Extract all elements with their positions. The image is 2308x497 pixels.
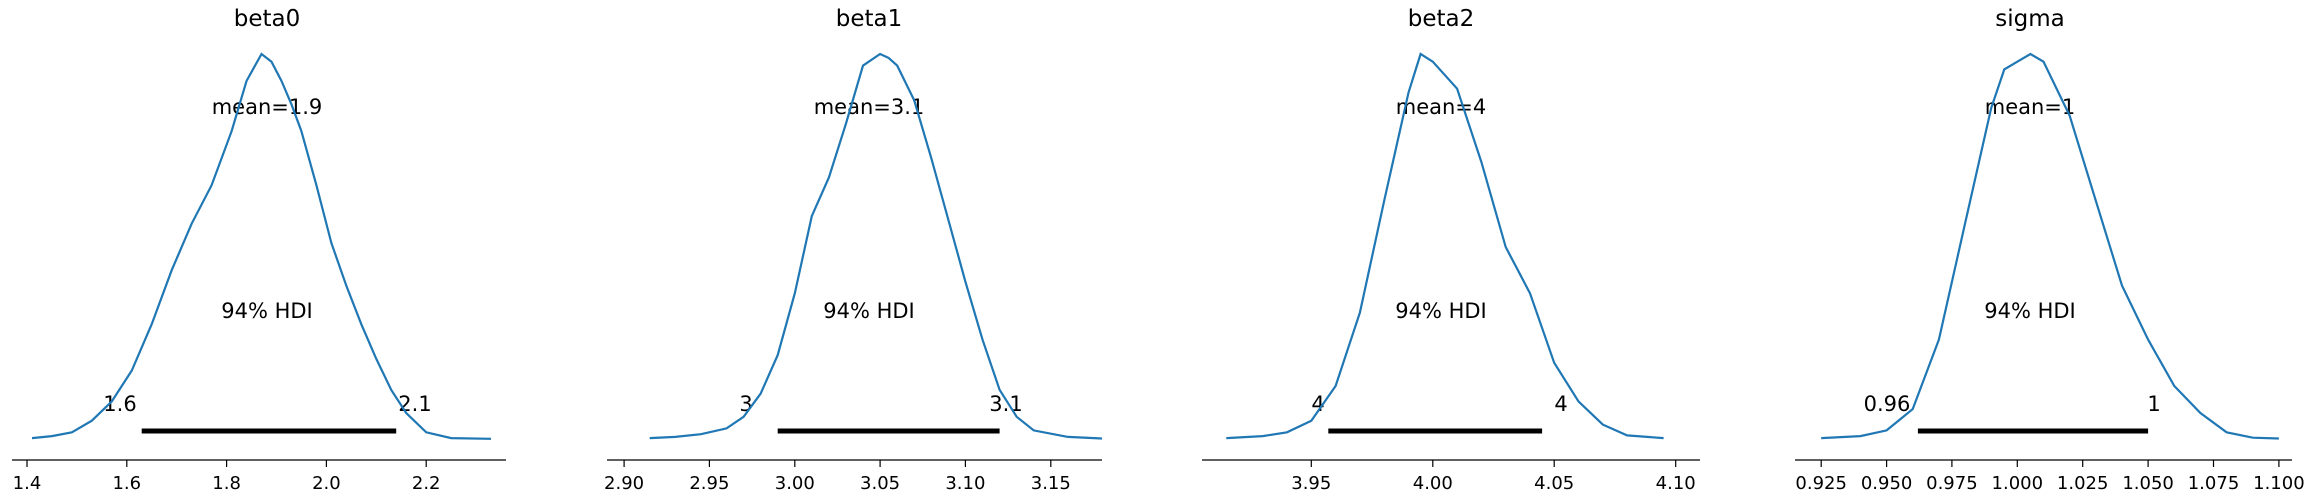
panel-beta2: beta2 mean=4 94% HDI 4 4 3.95 4.00 4.05 4.1… <box>1202 6 1700 494</box>
x-tick-label: 3.15 <box>1031 473 1071 494</box>
mean-label-beta2: mean=4 <box>1396 95 1487 119</box>
mean-label-beta0: mean=1.9 <box>212 95 323 119</box>
mean-label-sigma: mean=1 <box>1985 95 2076 119</box>
hdi-low-label-sigma: 0.96 <box>1864 392 1911 416</box>
hdi-high-label-beta1: 3.1 <box>989 392 1022 416</box>
x-ticks-beta1: 2.90 2.95 3.00 3.05 3.10 3.15 <box>604 460 1071 494</box>
x-tick-label: 4.10 <box>1656 473 1696 494</box>
hdi-label-beta0: 94% HDI <box>221 299 313 323</box>
x-tick-label: 0.975 <box>1926 473 1978 494</box>
density-curve-beta2 <box>1226 52 1664 440</box>
x-tick-label: 0.950 <box>1861 473 1913 494</box>
hdi-label-sigma: 94% HDI <box>1984 299 2076 323</box>
x-tick-label: 1.000 <box>1992 473 2044 494</box>
x-tick-label: 3.00 <box>775 473 815 494</box>
hdi-high-label-sigma: 1 <box>2147 392 2160 416</box>
panel-title-beta2: beta2 <box>1408 6 1475 32</box>
hdi-label-beta1: 94% HDI <box>823 299 915 323</box>
x-tick-label: 1.025 <box>2057 473 2109 494</box>
x-tick-label: 2.2 <box>412 473 441 494</box>
x-tick-label: 1.4 <box>13 473 42 494</box>
x-tick-label: 1.075 <box>2188 473 2240 494</box>
x-ticks-beta0: 1.4 1.6 1.8 2.0 2.2 <box>13 460 441 494</box>
panel-title-beta1: beta1 <box>836 6 903 32</box>
x-tick-label: 3.10 <box>945 473 985 494</box>
hdi-low-label-beta2: 4 <box>1311 392 1324 416</box>
x-tick-label: 4.00 <box>1413 473 1453 494</box>
x-tick-label: 4.05 <box>1534 473 1574 494</box>
density-curve-beta1 <box>649 52 1103 440</box>
x-tick-label: 2.0 <box>312 473 341 494</box>
x-ticks-beta2: 3.95 4.00 4.05 4.10 <box>1291 460 1696 494</box>
panel-beta0: beta0 mean=1.9 94% HDI 1.6 2.1 1.4 1.6 1.8… <box>12 6 506 494</box>
x-tick-label: 1.100 <box>2253 473 2305 494</box>
hdi-high-label-beta2: 4 <box>1554 392 1567 416</box>
x-tick-label: 2.90 <box>604 473 644 494</box>
x-tick-label: 3.05 <box>860 473 900 494</box>
panel-beta1: beta1 mean=3.1 94% HDI 3 3.1 2.90 2.95 3.0… <box>604 6 1103 494</box>
x-tick-label: 1.050 <box>2122 473 2174 494</box>
x-tick-label: 0.925 <box>1795 473 1847 494</box>
panel-sigma: sigma mean=1 94% HDI 0.96 1 0.925 0.950 0.… <box>1795 6 2305 494</box>
x-tick-label: 1.8 <box>212 473 241 494</box>
x-tick-label: 2.95 <box>689 473 729 494</box>
x-ticks-sigma: 0.925 0.950 0.975 1.000 1.025 1.050 1.075 1.100 <box>1795 460 2305 494</box>
hdi-label-beta2: 94% HDI <box>1395 299 1487 323</box>
x-tick-label: 3.95 <box>1291 473 1331 494</box>
density-curve-beta0 <box>31 52 492 440</box>
panel-title-beta0: beta0 <box>234 6 301 32</box>
x-tick-label: 1.6 <box>112 473 141 494</box>
hdi-high-label-beta0: 2.1 <box>398 392 431 416</box>
panel-title-sigma: sigma <box>1995 6 2064 32</box>
density-curve-sigma <box>1821 52 2279 440</box>
mean-label-beta1: mean=3.1 <box>814 95 925 119</box>
